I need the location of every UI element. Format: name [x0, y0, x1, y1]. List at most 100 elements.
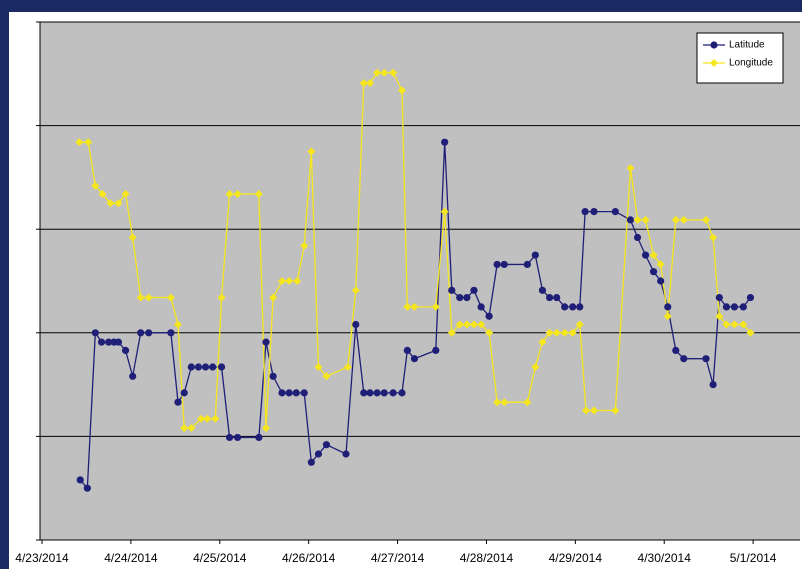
data-point	[485, 312, 493, 320]
data-point	[167, 329, 175, 337]
data-point	[209, 363, 217, 371]
data-point	[611, 406, 620, 415]
data-point	[709, 381, 717, 389]
data-point	[500, 398, 509, 407]
data-point	[300, 389, 308, 397]
data-point	[269, 372, 277, 380]
data-point	[462, 320, 471, 329]
x-tick-label: 4/29/2014	[549, 551, 603, 565]
data-point	[194, 363, 203, 371]
data-point	[611, 207, 619, 216]
data-point	[641, 215, 650, 224]
data-point	[590, 406, 598, 415]
data-point	[166, 293, 175, 302]
data-point	[671, 215, 680, 224]
data-point	[121, 346, 130, 355]
data-point	[76, 476, 84, 484]
data-point	[398, 86, 406, 95]
data-point	[545, 293, 554, 302]
data-point	[410, 355, 419, 363]
data-point	[322, 441, 331, 449]
data-point	[342, 450, 350, 458]
data-point	[343, 362, 352, 371]
plot-area	[40, 22, 800, 540]
data-point	[730, 320, 739, 329]
legend-marker	[710, 59, 718, 67]
data-point	[403, 302, 412, 311]
data-point	[432, 346, 440, 355]
data-point	[739, 320, 748, 329]
data-point	[91, 329, 99, 337]
data-point	[403, 346, 411, 355]
x-tick-label: 4/27/2014	[371, 551, 425, 565]
data-point	[447, 328, 456, 337]
data-point	[225, 433, 234, 442]
data-point	[626, 164, 635, 173]
data-point	[633, 233, 642, 242]
data-point	[389, 68, 398, 77]
data-point	[500, 260, 508, 269]
data-point	[84, 138, 93, 147]
data-point	[477, 303, 485, 311]
data-point	[410, 302, 419, 311]
data-point	[373, 68, 382, 77]
data-point	[398, 389, 406, 397]
x-tick-label: 4/23/2014	[15, 551, 69, 565]
data-point	[255, 433, 263, 442]
data-point	[575, 320, 584, 329]
data-point	[523, 398, 532, 407]
data-point	[485, 328, 494, 337]
data-point	[626, 216, 635, 224]
data-point	[531, 362, 540, 371]
data-point	[97, 338, 106, 346]
data-point	[730, 303, 739, 311]
data-point	[672, 346, 680, 355]
data-point	[560, 328, 569, 337]
data-point	[380, 68, 389, 77]
data-point	[114, 338, 123, 346]
data-point	[144, 293, 153, 302]
data-point	[440, 207, 449, 216]
data-point	[233, 433, 242, 442]
data-point	[569, 303, 577, 311]
data-point	[679, 215, 688, 224]
data-point	[322, 372, 331, 381]
data-point	[285, 389, 293, 397]
x-tick-label: 5/1/2014	[730, 551, 777, 565]
data-point	[649, 268, 658, 276]
data-point	[278, 277, 286, 285]
data-point	[746, 293, 755, 302]
data-point	[538, 286, 547, 294]
x-tick-label: 4/26/2014	[282, 551, 336, 565]
data-point	[137, 329, 145, 337]
data-point	[136, 293, 145, 302]
data-point	[75, 138, 84, 147]
data-point	[441, 138, 449, 146]
data-point	[715, 312, 724, 321]
data-point	[576, 303, 584, 311]
data-point	[448, 286, 456, 294]
data-point	[314, 362, 323, 371]
data-point	[373, 389, 381, 397]
data-point	[307, 458, 315, 466]
legend-label: Latitude	[729, 40, 765, 51]
data-point	[145, 329, 153, 337]
data-point	[581, 207, 589, 216]
data-point	[300, 241, 309, 250]
data-point	[456, 293, 464, 302]
legend-label: Longitude	[729, 58, 773, 69]
legend-box	[696, 32, 784, 84]
data-point	[121, 189, 130, 198]
data-point	[545, 328, 554, 337]
data-point	[552, 328, 561, 337]
data-point	[739, 303, 747, 311]
data-point	[187, 363, 195, 371]
data-point	[98, 189, 107, 198]
data-point	[455, 320, 464, 329]
data-point	[366, 79, 374, 88]
data-point	[715, 293, 723, 302]
data-point	[314, 450, 323, 458]
data-point	[493, 398, 502, 407]
